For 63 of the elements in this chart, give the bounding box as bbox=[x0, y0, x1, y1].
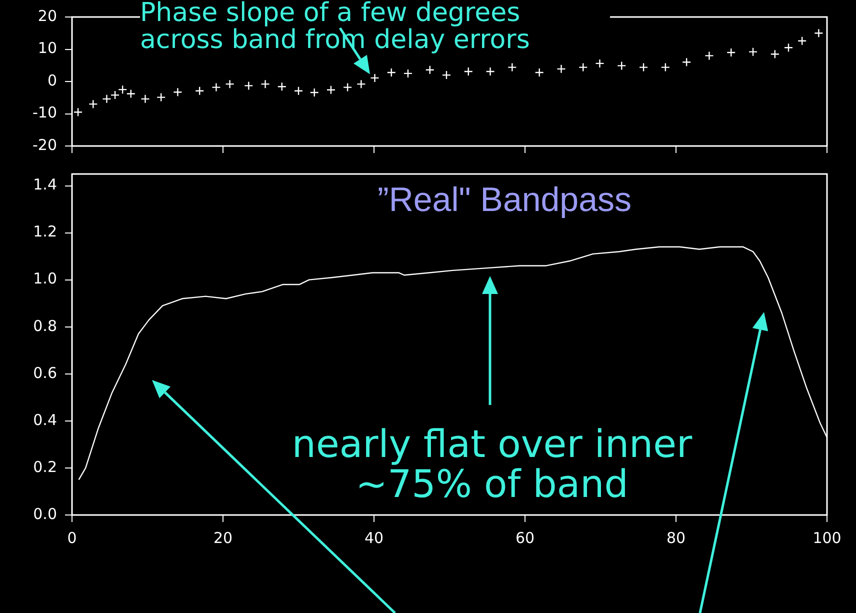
point bbox=[370, 73, 380, 83]
point bbox=[225, 79, 234, 89]
point bbox=[310, 88, 319, 98]
point bbox=[660, 62, 670, 72]
x-tick-label: 20 bbox=[213, 528, 233, 547]
y-tick-label: 0.8 bbox=[33, 316, 57, 335]
point bbox=[770, 49, 780, 59]
point bbox=[194, 86, 204, 96]
y-tick-label: -20 bbox=[32, 136, 57, 154]
point bbox=[277, 82, 286, 92]
y-tick-label: 0 bbox=[47, 71, 57, 90]
point bbox=[425, 65, 434, 74]
point bbox=[638, 62, 648, 72]
x-tick-label: 40 bbox=[364, 528, 384, 547]
point bbox=[110, 90, 120, 100]
y-tick-label: 0.2 bbox=[33, 458, 57, 476]
y-tick-label: 1.0 bbox=[33, 270, 57, 288]
point bbox=[126, 89, 136, 98]
y-tick-label: 1.2 bbox=[33, 222, 57, 241]
point bbox=[102, 94, 112, 104]
annotation: nearly flat over inner ~75% of band bbox=[262, 422, 722, 506]
point bbox=[356, 79, 366, 89]
y-tick-label: 1.4 bbox=[33, 176, 57, 194]
point bbox=[464, 66, 473, 76]
point bbox=[508, 62, 517, 72]
point bbox=[682, 58, 692, 67]
y-tick-label: 0.4 bbox=[33, 410, 57, 429]
y-tick-label: 10 bbox=[38, 39, 57, 58]
x-tick-label: 0 bbox=[67, 528, 77, 547]
point bbox=[403, 68, 413, 78]
point bbox=[88, 99, 98, 109]
chart-title: ”Real" Bandpass bbox=[378, 181, 632, 220]
y-tick-label: -10 bbox=[32, 104, 57, 122]
point bbox=[244, 81, 254, 90]
point bbox=[726, 48, 736, 58]
x-tick-label: 60 bbox=[515, 528, 535, 547]
point bbox=[556, 64, 566, 74]
y-tick-label: 0.6 bbox=[33, 364, 57, 382]
y-tick-label: 20 bbox=[38, 6, 57, 25]
point bbox=[534, 68, 544, 78]
point bbox=[294, 86, 304, 96]
point bbox=[156, 92, 166, 102]
point bbox=[578, 62, 588, 72]
point bbox=[326, 85, 336, 94]
point bbox=[486, 66, 495, 76]
point bbox=[442, 70, 452, 80]
point bbox=[342, 82, 352, 92]
point bbox=[595, 58, 604, 68]
y-tick-label: 0.0 bbox=[33, 504, 57, 523]
point bbox=[617, 61, 626, 70]
point bbox=[814, 28, 824, 38]
point bbox=[704, 51, 714, 60]
x-tick-label: 100 bbox=[812, 528, 842, 547]
x-tick-label: 80 bbox=[666, 528, 686, 547]
point bbox=[212, 82, 221, 92]
point bbox=[784, 43, 794, 52]
point bbox=[140, 94, 150, 104]
point bbox=[260, 79, 270, 89]
point bbox=[118, 84, 128, 94]
point bbox=[797, 36, 807, 46]
point bbox=[173, 88, 182, 97]
point bbox=[748, 47, 758, 56]
point bbox=[386, 68, 396, 78]
